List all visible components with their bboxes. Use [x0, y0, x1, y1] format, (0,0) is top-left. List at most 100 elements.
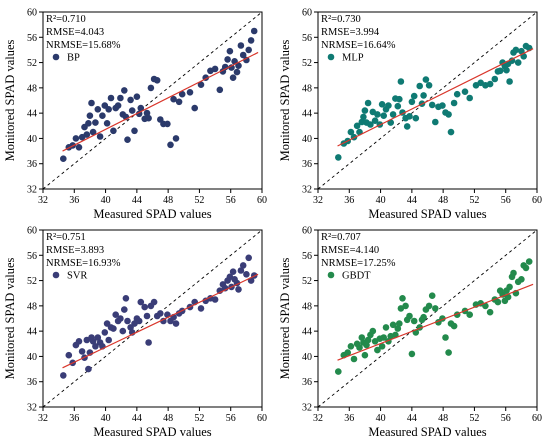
data-point	[363, 341, 370, 349]
data-point	[65, 351, 73, 359]
data-point	[378, 101, 386, 108]
data-point	[60, 155, 67, 162]
data-point	[420, 92, 427, 99]
data-point	[105, 106, 112, 113]
data-point	[127, 96, 134, 104]
x-tick-label: 52	[469, 195, 479, 206]
data-point	[408, 98, 416, 106]
data-point	[428, 292, 436, 300]
data-point	[137, 104, 145, 112]
stat-text: RMSE=3.994	[321, 27, 380, 38]
data-point	[245, 46, 252, 54]
data-point	[425, 302, 433, 310]
data-point	[389, 321, 397, 329]
data-point	[432, 118, 439, 126]
x-tick-label: 36	[344, 195, 354, 206]
data-point	[394, 325, 402, 332]
data-point	[491, 75, 499, 83]
data-point	[143, 109, 151, 117]
legend-marker	[52, 271, 60, 279]
data-point	[170, 95, 177, 103]
legend-label: SVR	[67, 271, 87, 282]
data-point	[385, 102, 392, 109]
x-tick-label: 32	[313, 413, 323, 424]
data-point	[394, 102, 402, 110]
data-point	[94, 334, 102, 341]
stat-text: NRMSE=15.68%	[46, 40, 121, 51]
x-tick-label: 36	[344, 413, 354, 424]
stat-text: RMSE=4.043	[46, 27, 104, 38]
y-tick-label: 60	[27, 226, 37, 237]
x-tick-label: 56	[226, 413, 236, 424]
x-tick-label: 56	[501, 195, 511, 206]
y-tick-label: 48	[27, 301, 37, 312]
data-point	[145, 339, 152, 346]
data-point	[211, 65, 219, 73]
data-point	[186, 89, 194, 96]
x-tick-label: 44	[407, 413, 417, 424]
data-point	[347, 343, 355, 350]
x-axis-label: Measured SPAD values	[93, 207, 211, 221]
data-point	[371, 117, 379, 124]
data-point	[92, 119, 99, 126]
data-point	[453, 90, 461, 98]
stat-text: NRMSE=16.93%	[46, 258, 121, 269]
data-point	[450, 322, 458, 330]
y-tick-label: 32	[27, 185, 37, 196]
data-point	[466, 94, 474, 102]
data-point	[422, 76, 430, 83]
data-point	[425, 82, 433, 89]
x-tick-label: 44	[407, 195, 417, 206]
x-tick-label: 40	[376, 195, 386, 206]
stat-text: RMSE=4.140	[321, 245, 379, 256]
data-point	[72, 135, 80, 142]
data-point	[112, 311, 119, 319]
data-point	[237, 267, 245, 274]
data-point	[358, 334, 366, 341]
y-tick-label: 48	[302, 83, 312, 94]
x-tick-label: 44	[132, 195, 142, 206]
x-tick-label: 56	[501, 413, 511, 424]
x-tick-label: 52	[194, 195, 204, 206]
y-tick-label: 60	[302, 226, 312, 237]
data-point	[92, 343, 99, 350]
data-point	[167, 141, 174, 149]
data-point	[89, 338, 97, 345]
data-point	[406, 113, 413, 120]
data-point	[197, 81, 205, 88]
data-point	[403, 123, 411, 130]
data-point	[250, 27, 258, 35]
data-point	[121, 306, 128, 313]
data-point	[367, 121, 374, 128]
data-point	[374, 346, 381, 354]
data-point	[344, 349, 352, 356]
legend-marker	[327, 271, 335, 279]
data-point	[99, 112, 106, 119]
data-point	[361, 351, 369, 359]
data-point	[153, 77, 161, 84]
data-point	[378, 343, 386, 350]
y-tick-label: 40	[302, 352, 312, 363]
stat-text: R²=0.710	[46, 14, 86, 25]
y-tick-label: 36	[302, 159, 312, 170]
data-point	[347, 128, 355, 136]
data-point	[124, 136, 131, 143]
data-point	[466, 311, 474, 319]
fit-line	[337, 283, 534, 361]
data-point	[211, 296, 219, 303]
data-point	[164, 120, 171, 128]
data-point	[402, 302, 409, 310]
y-tick-label: 56	[302, 251, 312, 262]
data-point	[224, 56, 231, 63]
one-to-one-line	[317, 229, 538, 408]
legend-label: GBDT	[342, 271, 371, 282]
y-tick-label: 60	[302, 8, 312, 19]
data-point	[235, 62, 242, 69]
data-point	[486, 80, 494, 88]
x-tick-label: 48	[163, 413, 173, 424]
data-point	[226, 47, 234, 55]
y-tick-label: 52	[27, 276, 37, 287]
data-point	[135, 317, 143, 325]
data-point	[175, 98, 183, 106]
data-point	[382, 324, 390, 331]
